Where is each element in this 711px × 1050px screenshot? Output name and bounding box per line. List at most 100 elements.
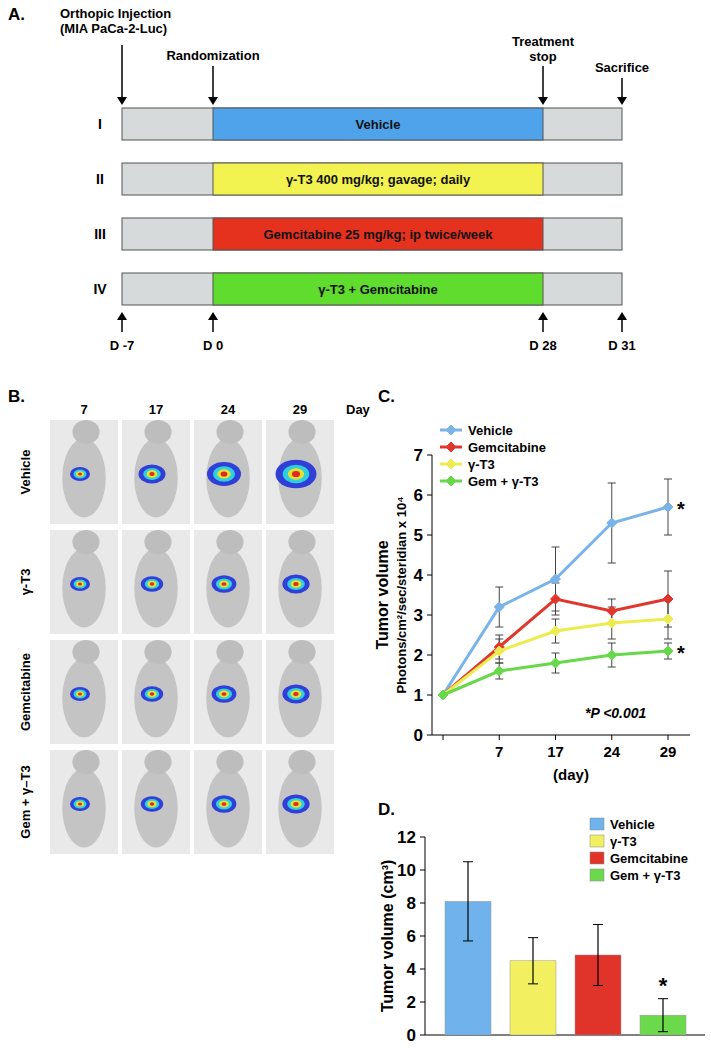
mouse-body — [134, 548, 178, 627]
mouse-body — [206, 768, 250, 847]
event-label: stop — [529, 49, 557, 64]
signal — [76, 691, 84, 697]
signal — [219, 801, 229, 808]
mouse-body — [134, 768, 178, 847]
mouse-body — [62, 658, 106, 737]
marker — [607, 650, 617, 660]
mouse-head — [144, 640, 171, 664]
y-axis-label: Tumor volume — [374, 540, 391, 649]
error-cap — [608, 639, 616, 640]
error-cap — [495, 663, 503, 664]
signal — [282, 684, 309, 703]
mouse-image — [50, 530, 118, 634]
signal — [291, 580, 302, 588]
arrow-head — [208, 97, 218, 105]
mouse-body — [278, 768, 322, 847]
y-tick-label: 4 — [414, 566, 424, 585]
mouse-head — [288, 750, 315, 774]
marker — [446, 476, 456, 486]
signal — [74, 580, 87, 589]
day-label: D 0 — [203, 338, 223, 353]
row-label: γ-T3 — [18, 569, 33, 596]
mouse-body — [62, 768, 106, 847]
y-tick-label: 1 — [414, 686, 423, 705]
signal — [78, 473, 82, 476]
significance: * — [677, 642, 685, 664]
y-tick-label: 3 — [414, 606, 423, 625]
arm-numeral: IV — [93, 281, 107, 297]
y-axis-label: Photons/cm²/sec/steridian x 10⁴ — [394, 496, 409, 693]
image-bg — [194, 750, 262, 854]
signal — [70, 577, 90, 591]
day-label: D 28 — [529, 338, 556, 353]
legend-label: γ-T3 — [610, 834, 637, 849]
mouse-body — [206, 548, 250, 627]
arrow-head — [617, 312, 627, 320]
signal — [149, 472, 154, 476]
x-tick — [668, 735, 669, 740]
signal — [145, 579, 160, 589]
image-bg — [50, 750, 118, 854]
signal — [216, 798, 232, 809]
mouse-head — [216, 530, 243, 554]
signal — [143, 468, 161, 480]
mouse-body — [206, 658, 250, 737]
image-bg — [194, 640, 262, 744]
y-axis — [432, 455, 433, 735]
arrow-head — [538, 312, 548, 320]
signal — [282, 794, 309, 813]
signal — [222, 802, 227, 806]
series-line — [443, 599, 668, 695]
arm-label: Gemcitabine 25 mg/kg; ip twice/week — [263, 227, 493, 242]
image-bg — [194, 420, 262, 524]
signal — [288, 468, 304, 479]
marker — [663, 502, 673, 512]
y-tick-label: 10 — [397, 861, 416, 880]
signal — [74, 470, 87, 479]
error-cap — [552, 643, 560, 644]
error-cap — [664, 571, 672, 572]
error-cap — [495, 679, 503, 680]
x-tick — [611, 735, 612, 740]
error-cap — [552, 547, 560, 548]
treatment-bar — [213, 273, 543, 305]
timeline-bar — [122, 108, 622, 140]
x-tick — [499, 735, 500, 740]
image-bg — [122, 640, 190, 744]
mouse-image — [122, 640, 190, 744]
event-label: Treatment — [512, 34, 575, 49]
arrow-head — [117, 312, 127, 320]
error-bar — [597, 924, 598, 985]
arrow — [121, 45, 123, 99]
day-label: D -7 — [110, 338, 135, 353]
legend-label: Gemcitabine — [468, 440, 546, 455]
mouse-image — [122, 530, 190, 634]
error-cap — [463, 940, 473, 941]
figure: A.B.C.D.Orthopic Injection(MIA PaCa-2-Lu… — [0, 0, 711, 1050]
legend-label: Gem + γ-T3 — [468, 474, 538, 489]
error-cap — [552, 615, 560, 616]
arrow-head — [538, 97, 548, 105]
signal — [141, 686, 163, 702]
signal — [213, 466, 235, 481]
signal — [291, 800, 302, 808]
day-header: Day — [346, 402, 371, 417]
x-tick-label: 29 — [660, 743, 677, 760]
y-tick — [427, 655, 432, 656]
error-cap — [608, 667, 616, 668]
y-tick-label: 2 — [414, 646, 423, 665]
arrow — [621, 78, 623, 99]
signal — [74, 690, 87, 699]
y-axis-label: Tumor volume (cm³) — [379, 860, 396, 1013]
mouse-head — [144, 750, 171, 774]
mouse-head — [216, 420, 243, 444]
mouse-head — [288, 640, 315, 664]
arrow — [212, 66, 214, 99]
row-label: Gemcitabine — [18, 653, 33, 731]
treatment-bar — [213, 108, 543, 140]
marker — [551, 574, 561, 584]
error-bar — [467, 862, 468, 941]
image-bg — [50, 420, 118, 524]
y-tick — [420, 936, 425, 937]
mouse-image — [194, 640, 262, 744]
